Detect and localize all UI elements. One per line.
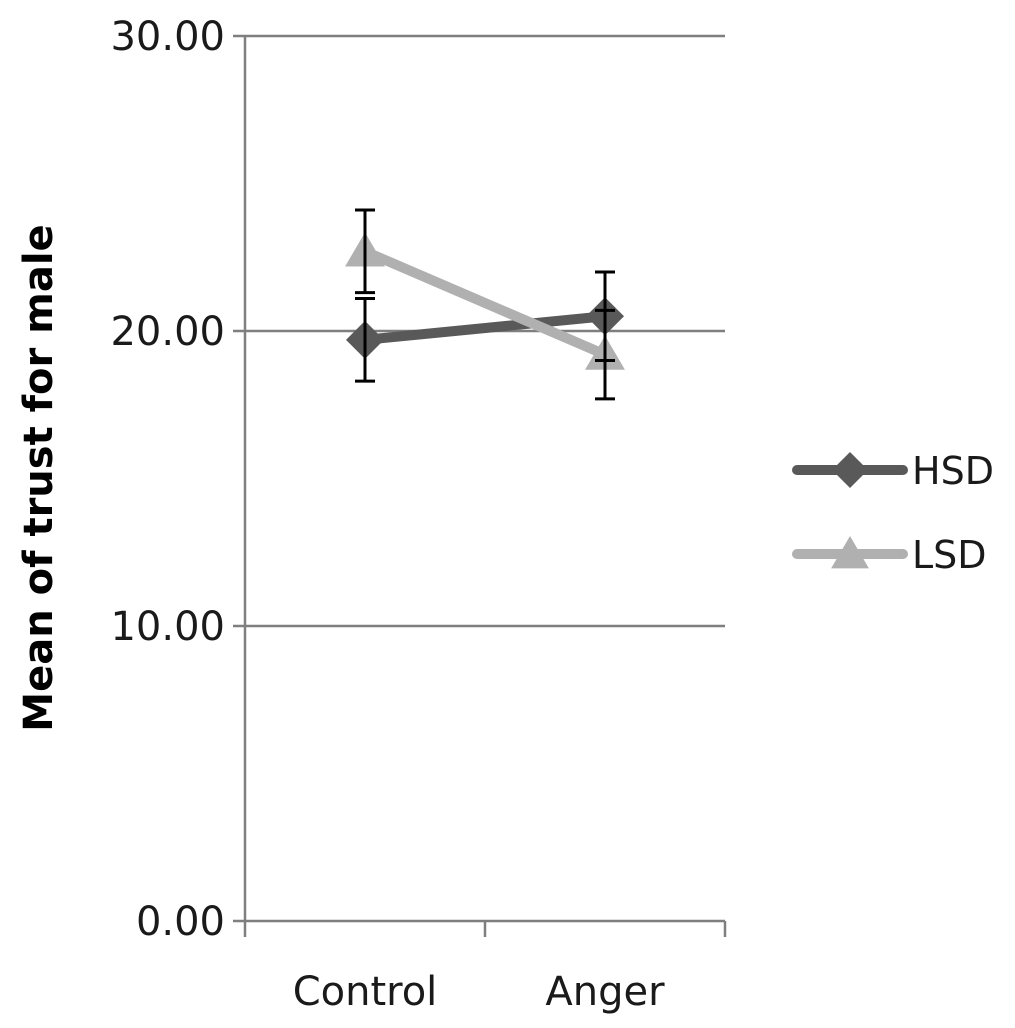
error-bar-hsd	[355, 297, 375, 383]
legend-marker	[831, 536, 869, 569]
y-tick-label: 10.00	[110, 604, 225, 650]
y-tick-labels: 0.00 10.00 20.00 30.00	[110, 14, 225, 945]
x-tick-label: Anger	[545, 969, 665, 1015]
axes	[243, 36, 727, 937]
series-line-hsd	[364, 311, 606, 345]
legend-marker	[832, 452, 868, 488]
legend-label: LSD	[912, 533, 987, 577]
legend-label: HSD	[912, 449, 994, 493]
legend: HSD LSD	[792, 449, 994, 577]
x-tick-labels: Control Anger	[293, 969, 665, 1015]
error-bar-lsd	[355, 208, 375, 295]
legend-entry-hsd: HSD	[792, 449, 994, 493]
y-tick-label: 0.00	[136, 899, 225, 945]
series-group	[345, 208, 625, 401]
x-tick-label: Control	[293, 969, 438, 1015]
y-tick-label: 30.00	[110, 14, 225, 60]
gridlines	[233, 34, 725, 923]
series-line-lsd	[363, 246, 607, 360]
y-tick-label: 20.00	[110, 309, 225, 355]
error-bar-lsd	[595, 308, 615, 401]
legend-entry-lsd: LSD	[792, 533, 987, 577]
y-axis-title: Mean of trust for male	[16, 224, 62, 731]
